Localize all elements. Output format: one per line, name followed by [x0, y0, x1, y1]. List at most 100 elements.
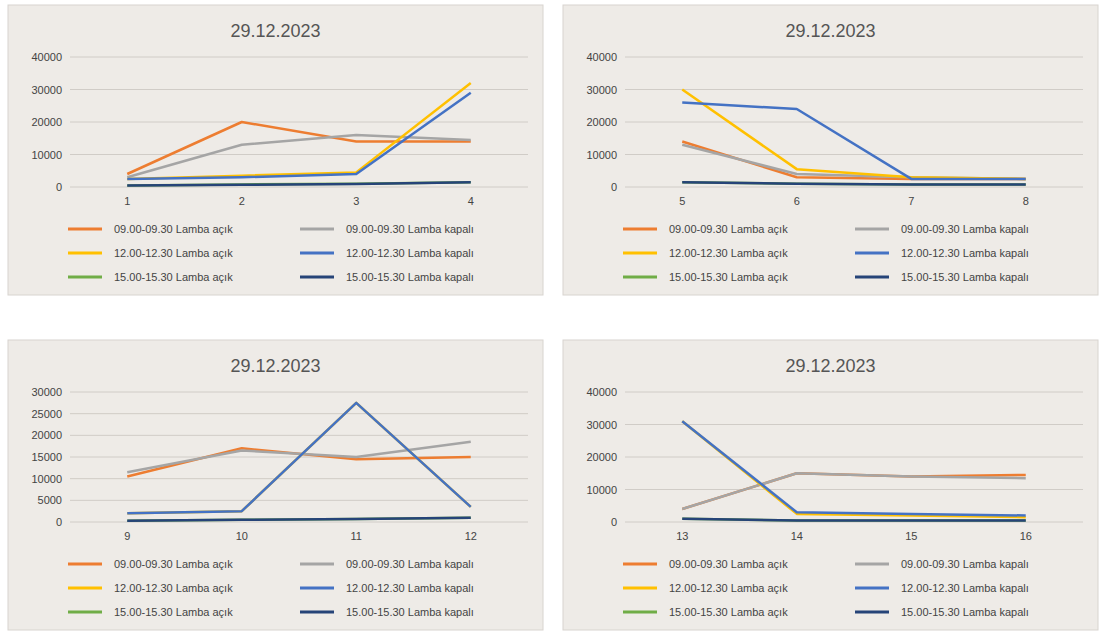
series-line — [682, 421, 1026, 515]
grid-line — [70, 187, 528, 188]
panel: 29.12.2023010000200003000040000567809.00… — [563, 5, 1098, 295]
y-tick-label: 30000 — [31, 386, 62, 398]
grid-line — [625, 522, 1083, 523]
y-tick-label: 20000 — [586, 451, 617, 463]
legend-swatch — [68, 611, 102, 614]
y-tick-label: 10000 — [586, 149, 617, 161]
legend-label: 12.00-12.30 Lamba açık — [114, 247, 233, 259]
x-tick-label: 10 — [236, 530, 248, 542]
y-tick-label: 10000 — [586, 484, 617, 496]
legend-swatch — [855, 276, 889, 279]
x-tick-label: 8 — [1023, 195, 1029, 207]
series-line — [682, 90, 1026, 179]
grid-line — [625, 57, 1083, 58]
legend-label: 09.00-09.30 Lamba açık — [114, 223, 233, 235]
panel-background — [8, 340, 543, 630]
legend-label: 12.00-12.30 Lamba açık — [669, 582, 788, 594]
plot-area — [127, 403, 471, 521]
legend-swatch — [855, 587, 889, 590]
legend-swatch — [68, 252, 102, 255]
y-tick-label: 10000 — [31, 473, 62, 485]
y-tick-label: 30000 — [586, 84, 617, 96]
series-line — [682, 182, 1026, 184]
legend-label: 12.00-12.30 Lamba açık — [114, 582, 233, 594]
series-line — [682, 473, 1026, 509]
series-line — [682, 103, 1026, 179]
panel-background — [563, 340, 1098, 630]
x-tick-label: 15 — [905, 530, 917, 542]
legend-swatch — [623, 587, 657, 590]
series-line — [127, 518, 471, 521]
legend-swatch — [68, 587, 102, 590]
grid-line — [625, 489, 1083, 490]
legend-label: 15.00-15.30 Lamba açık — [114, 606, 233, 618]
x-tick-label: 5 — [679, 195, 685, 207]
y-tick-label: 0 — [56, 181, 62, 193]
legend-swatch — [855, 563, 889, 566]
legend-label: 15.00-15.30 Lamba açık — [669, 271, 788, 283]
panel: 29.12.2023010000200003000040000131415160… — [563, 340, 1098, 630]
legend-label: 12.00-12.30 Lamba açık — [669, 247, 788, 259]
legend-label: 15.00-15.30 Lamba kapalı — [901, 606, 1029, 618]
grid-line — [625, 122, 1083, 123]
legend-label: 09.00-09.30 Lamba açık — [114, 558, 233, 570]
legend-swatch — [623, 611, 657, 614]
grid-line — [625, 424, 1083, 425]
grid-line — [70, 89, 528, 90]
plot-area — [682, 90, 1026, 185]
grid-line — [625, 89, 1083, 90]
x-tick-label: 12 — [465, 530, 477, 542]
grid-line — [70, 413, 528, 414]
legend-swatch — [623, 563, 657, 566]
legend-swatch — [300, 228, 334, 231]
x-tick-label: 7 — [908, 195, 914, 207]
legend-label: 09.00-09.30 Lamba kapalı — [346, 223, 474, 235]
y-tick-label: 20000 — [31, 116, 62, 128]
grid-line — [625, 392, 1083, 393]
figure: 29.12.2023010000200003000040000123409.00… — [0, 0, 1099, 633]
x-tick-label: 6 — [794, 195, 800, 207]
plot-area — [682, 421, 1026, 520]
legend-label: 09.00-09.30 Lamba kapalı — [901, 558, 1029, 570]
legend-swatch — [300, 276, 334, 279]
legend-swatch — [300, 563, 334, 566]
legend-label: 15.00-15.30 Lamba kapalı — [901, 271, 1029, 283]
y-tick-label: 25000 — [31, 408, 62, 420]
legend-label: 12.00-12.30 Lamba kapalı — [901, 582, 1029, 594]
panel: 29.12.2023050001000015000200002500030000… — [8, 340, 543, 630]
panel-background — [8, 5, 543, 295]
legend-swatch — [300, 587, 334, 590]
series-line — [682, 182, 1026, 184]
y-tick-label: 20000 — [31, 429, 62, 441]
grid-line — [70, 122, 528, 123]
grid-line — [625, 187, 1083, 188]
x-tick-label: 16 — [1020, 530, 1032, 542]
series-line — [682, 421, 1026, 517]
legend-label: 12.00-12.30 Lamba kapalı — [346, 247, 474, 259]
legend-label: 15.00-15.30 Lamba kapalı — [346, 606, 474, 618]
series-line — [127, 518, 471, 521]
grid-line — [70, 500, 528, 501]
grid-line — [70, 435, 528, 436]
y-tick-label: 40000 — [31, 51, 62, 63]
grid-line — [625, 154, 1083, 155]
plot-area — [127, 83, 471, 185]
legend-label: 15.00-15.30 Lamba kapalı — [346, 271, 474, 283]
x-tick-label: 1 — [124, 195, 130, 207]
legend-label: 15.00-15.30 Lamba açık — [669, 606, 788, 618]
legend-swatch — [623, 252, 657, 255]
grid-line — [625, 457, 1083, 458]
y-tick-label: 40000 — [586, 51, 617, 63]
grid-line — [70, 392, 528, 393]
y-tick-label: 10000 — [31, 149, 62, 161]
series-line — [682, 519, 1026, 521]
title: 29.12.2023 — [785, 356, 875, 376]
series-line — [127, 83, 471, 179]
legend-swatch — [623, 228, 657, 231]
series-line — [127, 135, 471, 177]
grid-line — [70, 478, 528, 479]
grid-line — [70, 154, 528, 155]
legend-swatch — [855, 228, 889, 231]
y-tick-label: 0 — [611, 516, 617, 528]
legend-swatch — [855, 611, 889, 614]
